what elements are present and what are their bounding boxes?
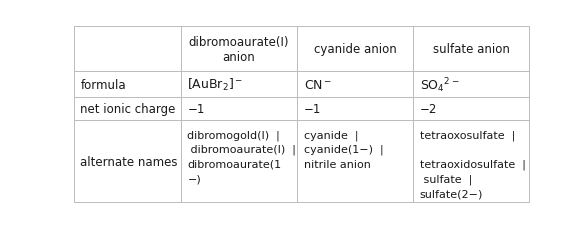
Text: sulfate anion: sulfate anion	[433, 43, 510, 56]
Bar	[297, 98, 413, 121]
Bar	[181, 27, 297, 72]
Text: net ionic charge: net ionic charge	[81, 103, 176, 116]
Text: alternate names: alternate names	[81, 155, 178, 168]
Bar	[74, 121, 181, 202]
Text: −2: −2	[420, 103, 437, 116]
Bar	[181, 121, 297, 202]
Bar	[297, 27, 413, 72]
Text: dibromogold(I)  |
 dibromoaurate(I)  |
dibromoaurate(1
−): dibromogold(I) | dibromoaurate(I) | dibr…	[188, 129, 296, 183]
Bar	[297, 121, 413, 202]
Bar	[181, 98, 297, 121]
Bar	[413, 72, 529, 98]
Bar	[413, 121, 529, 202]
Text: tetraoxosulfate  |

tetraoxidosulfate  |
 sulfate  |
sulfate(2−): tetraoxosulfate | tetraoxidosulfate | su…	[420, 129, 526, 198]
Text: $[\mathrm{AuBr_2}]^-$: $[\mathrm{AuBr_2}]^-$	[188, 77, 243, 93]
Text: cyanide  |
cyanide(1−)  |
nitrile anion: cyanide | cyanide(1−) | nitrile anion	[303, 129, 383, 169]
Bar	[297, 72, 413, 98]
Bar	[181, 72, 297, 98]
Text: $\mathrm{CN}^-$: $\mathrm{CN}^-$	[303, 79, 332, 91]
Bar	[413, 27, 529, 72]
Text: −1: −1	[188, 103, 205, 116]
Text: dibromoaurate(I)
anion: dibromoaurate(I) anion	[188, 36, 289, 64]
Bar	[74, 98, 181, 121]
Text: $\mathrm{SO_4}^{2-}$: $\mathrm{SO_4}^{2-}$	[420, 76, 459, 94]
Text: cyanide anion: cyanide anion	[313, 43, 396, 56]
Text: −1: −1	[303, 103, 321, 116]
Bar	[74, 27, 181, 72]
Bar	[413, 98, 529, 121]
Bar	[74, 72, 181, 98]
Text: formula: formula	[81, 79, 126, 91]
